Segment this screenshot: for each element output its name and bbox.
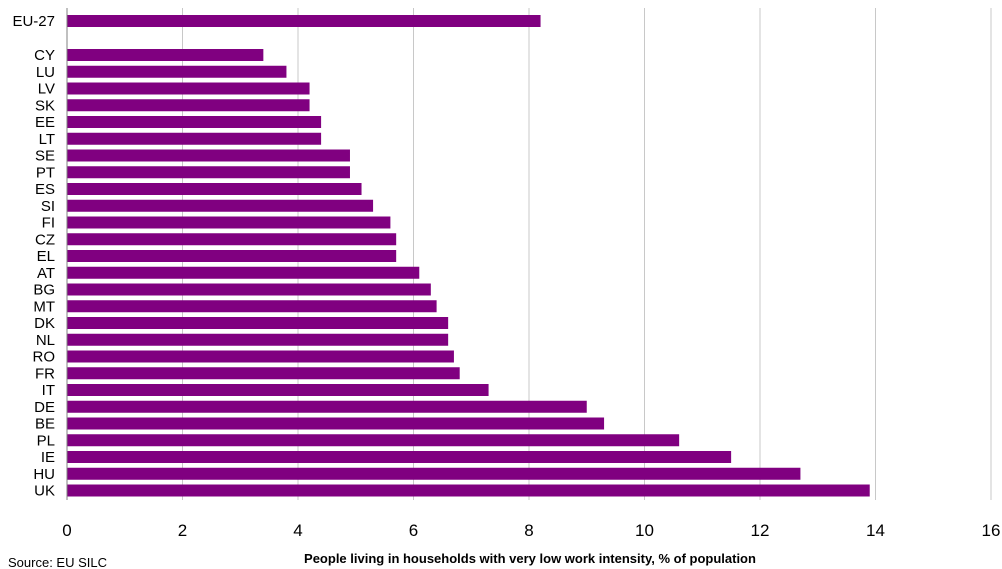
bar-be bbox=[67, 417, 605, 430]
bar-eu-27 bbox=[67, 15, 541, 27]
category-label: ES bbox=[35, 181, 55, 198]
bar-es bbox=[67, 183, 362, 195]
bar-si bbox=[67, 199, 374, 212]
bar-lu bbox=[67, 65, 287, 78]
bar-bg bbox=[67, 283, 431, 296]
bar-el bbox=[67, 250, 397, 262]
x-tick-label: 12 bbox=[751, 521, 770, 540]
x-tick-label: 2 bbox=[178, 521, 187, 540]
bar-mt bbox=[67, 300, 437, 313]
bar-nl bbox=[67, 333, 449, 346]
bar-cz bbox=[67, 233, 397, 246]
category-label: LV bbox=[38, 81, 55, 98]
category-label: CY bbox=[34, 47, 55, 64]
category-label: EE bbox=[35, 114, 55, 131]
category-label: DE bbox=[34, 399, 55, 416]
bar-pl bbox=[67, 434, 680, 447]
bar-pt bbox=[67, 166, 350, 179]
bar-hu bbox=[67, 467, 801, 480]
bar-lt bbox=[67, 132, 322, 145]
category-label: BG bbox=[33, 282, 55, 299]
bar-lv bbox=[67, 82, 310, 95]
bar-uk bbox=[67, 484, 870, 497]
bar-ro bbox=[67, 350, 454, 363]
category-label: BE bbox=[35, 416, 55, 433]
bar-sk bbox=[67, 99, 310, 112]
x-axis-title: People living in households with very lo… bbox=[304, 551, 756, 566]
bar-de bbox=[67, 400, 587, 413]
x-tick-label: 8 bbox=[524, 521, 533, 540]
category-label: CZ bbox=[35, 231, 55, 248]
bar-cy bbox=[67, 49, 264, 61]
x-tick-label: 14 bbox=[866, 521, 885, 540]
category-label: EU-27 bbox=[12, 13, 55, 30]
bar-dk bbox=[67, 317, 449, 329]
x-tick-label: 10 bbox=[635, 521, 654, 540]
category-label: IT bbox=[42, 382, 55, 399]
x-tick-label: 0 bbox=[62, 521, 71, 540]
category-label: LU bbox=[36, 64, 55, 81]
category-label: NL bbox=[36, 332, 55, 349]
bars bbox=[67, 15, 870, 497]
bar-ee bbox=[67, 116, 322, 128]
category-label: SI bbox=[41, 198, 55, 215]
category-label: SK bbox=[35, 97, 55, 114]
category-labels: EU-27 CYLULVSKEELTSEPTESSIFICZELATBGMTDKN… bbox=[12, 13, 55, 500]
bar-it bbox=[67, 384, 489, 396]
category-label: FI bbox=[42, 215, 55, 232]
category-label: SE bbox=[35, 148, 55, 165]
category-label: HU bbox=[33, 466, 55, 483]
bar-at bbox=[67, 266, 420, 279]
source-note: Source: EU SILC bbox=[8, 555, 107, 569]
category-label: EL bbox=[37, 248, 55, 265]
x-tick-label: 16 bbox=[982, 521, 1001, 540]
x-tick-label: 4 bbox=[293, 521, 302, 540]
category-label: RO bbox=[33, 349, 56, 366]
category-label: LT bbox=[39, 131, 55, 148]
category-label: DK bbox=[34, 315, 55, 332]
bar-fr bbox=[67, 367, 460, 380]
bar-fi bbox=[67, 216, 391, 229]
bar-ie bbox=[67, 451, 732, 463]
x-axis-ticks: 0 2 4 6 8 10 12 14 16 bbox=[62, 521, 1000, 540]
category-label: MT bbox=[33, 298, 55, 315]
category-label: PT bbox=[36, 164, 55, 181]
x-tick-label: 6 bbox=[409, 521, 418, 540]
category-label: PL bbox=[37, 432, 55, 449]
category-label: AT bbox=[37, 265, 55, 282]
category-label: UK bbox=[34, 483, 55, 500]
category-label: FR bbox=[35, 365, 55, 382]
bar-se bbox=[67, 149, 350, 162]
category-label: IE bbox=[41, 449, 55, 466]
